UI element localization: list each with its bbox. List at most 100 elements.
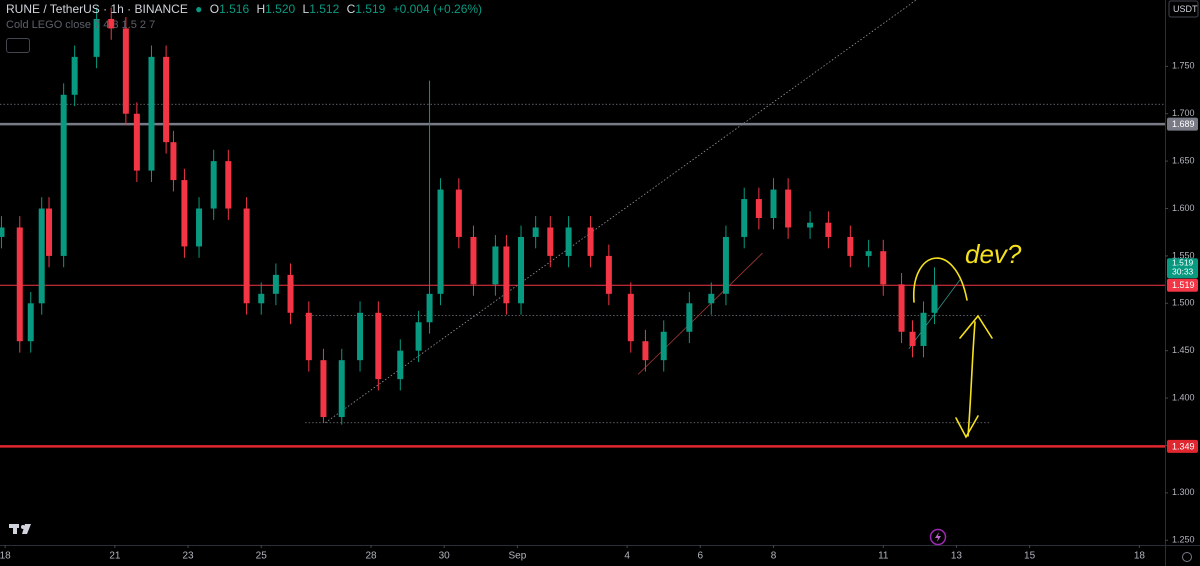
change-value: +0.004 (+0.26%) <box>392 2 483 16</box>
candle-body <box>898 284 905 332</box>
candle-body <box>565 227 572 256</box>
candle-body <box>587 227 594 256</box>
last-price-label: 1.519 <box>1172 258 1194 268</box>
candle-body <box>437 189 444 294</box>
x-tick-label: 8 <box>771 551 777 562</box>
y-tick-label: 1.400 <box>1172 392 1195 402</box>
candle-body <box>243 208 250 304</box>
candle-body <box>357 312 364 361</box>
x-tick-label: 23 <box>183 551 195 562</box>
candle-body <box>181 180 188 247</box>
x-tick-label: 11 <box>878 551 889 562</box>
candle-body <box>397 350 404 380</box>
hand-drawing <box>913 257 993 439</box>
x-tick-label: 13 <box>951 551 963 562</box>
candle-body <box>642 341 649 361</box>
tv-logo <box>9 524 31 534</box>
candle-body <box>686 303 693 332</box>
ohlc-value: 1.516 <box>219 2 250 16</box>
candle-body <box>16 227 23 342</box>
candle-body <box>909 331 916 346</box>
y-tick-label: 1.650 <box>1172 156 1195 166</box>
candle-body <box>532 227 539 237</box>
candle-body <box>93 18 100 57</box>
ohlc-value: 1.520 <box>265 2 296 16</box>
currency-label: USDT <box>1173 4 1198 14</box>
candle-body <box>847 236 854 256</box>
x-tick-label: 15 <box>1024 551 1036 562</box>
candle-body <box>258 293 265 304</box>
candle-body <box>865 251 872 256</box>
candle-body <box>133 113 140 171</box>
price-tag <box>1167 278 1198 292</box>
candle-body <box>660 331 667 361</box>
candle-body <box>375 312 382 380</box>
y-tick-label: 1.500 <box>1172 298 1195 308</box>
x-tick-label: 21 <box>109 551 121 562</box>
candle-body <box>225 161 232 209</box>
settings-icon[interactable] <box>1182 552 1192 562</box>
x-tick-label: 18 <box>0 551 11 562</box>
candle-body <box>170 142 177 181</box>
last-price-tag <box>1167 258 1198 279</box>
x-tick-label: 18 <box>1134 551 1146 562</box>
x-tick-label: 30 <box>439 551 451 562</box>
candle-body <box>305 312 312 361</box>
y-tick-label: 1.750 <box>1172 61 1195 71</box>
x-tick-label: 6 <box>698 551 704 562</box>
collapse-button[interactable] <box>6 38 30 53</box>
candle-body <box>71 56 78 95</box>
currency-button[interactable] <box>1168 0 1199 18</box>
y-tick-label: 1.450 <box>1172 345 1195 355</box>
candle-body <box>741 199 748 237</box>
axis-layer: 1.2501.3001.3501.4001.4501.5001.5501.600… <box>0 61 1198 562</box>
indicator-text: Cold LEGO close 7 4 3 1.5 2 7 <box>6 19 156 31</box>
candle-body <box>196 208 203 247</box>
trend-line <box>637 252 763 375</box>
candle-body <box>287 274 294 313</box>
ohlc-key: H <box>256 2 266 16</box>
candle-body <box>807 222 814 228</box>
candle-body <box>272 274 279 294</box>
candle-body <box>770 189 777 218</box>
candle-body <box>755 199 762 218</box>
candle-body <box>426 293 433 323</box>
candle-body <box>785 189 792 228</box>
indicator-legend: Cold LEGO close 7 4 3 1.5 2 7 <box>6 19 155 31</box>
candle-body <box>0 227 5 237</box>
y-tick-label: 1.250 <box>1172 535 1195 545</box>
symbol-legend: RUNE / TetherUS · 1h · BINANCE ● O1.516 … <box>6 2 486 16</box>
candle-body <box>880 251 887 285</box>
candle-body <box>38 208 45 304</box>
price-tag-label: 1.519 <box>1172 280 1195 290</box>
price-tag <box>1167 117 1198 131</box>
candle-body <box>931 285 938 313</box>
arrow-shaft <box>967 321 976 437</box>
ohlc-key: O <box>209 2 220 16</box>
annotation-text: dev? <box>965 239 1022 269</box>
candle-body <box>470 236 477 285</box>
candle-body <box>27 303 34 342</box>
lightning-icon[interactable] <box>929 528 947 546</box>
candles-layer <box>0 7 938 425</box>
countdown-label: 30:33 <box>1172 267 1194 277</box>
symbol-title: RUNE / TetherUS · 1h · BINANCE <box>6 2 188 16</box>
candle-body <box>210 161 217 209</box>
candle-body <box>627 293 634 342</box>
x-tick-label: 4 <box>624 551 630 562</box>
ohlc-key: L <box>302 2 310 16</box>
candle-body <box>605 255 612 294</box>
candle-body <box>708 293 715 304</box>
candle-body <box>163 56 170 143</box>
candle-body <box>338 360 345 418</box>
arrow-head-up <box>959 314 993 339</box>
candle-body <box>920 312 927 346</box>
candle-body <box>825 222 832 237</box>
status-dot: ● <box>195 2 203 16</box>
candle-body <box>46 208 53 256</box>
x-tick-label: 25 <box>256 551 268 562</box>
candle-body <box>547 227 554 256</box>
lightning-glyph <box>935 532 941 542</box>
candle-body <box>455 189 462 237</box>
